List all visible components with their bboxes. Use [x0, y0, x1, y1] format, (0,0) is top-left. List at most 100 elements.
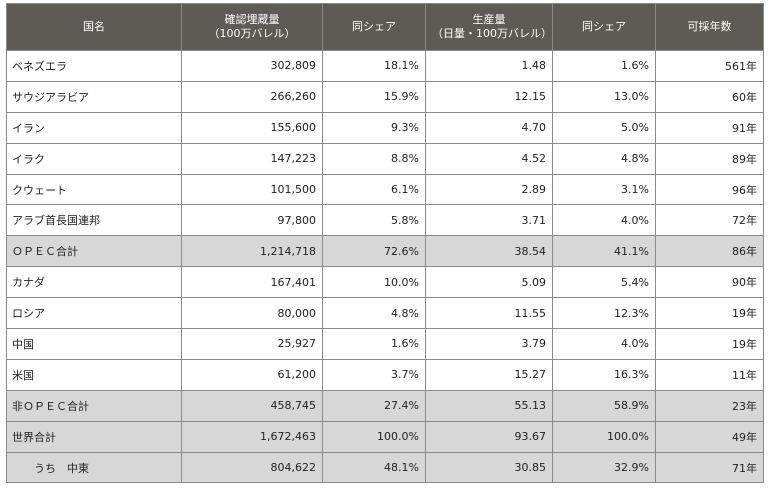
cell-proven-reserves: 80,000: [181, 297, 323, 330]
cell-reserves-share: 18.1%: [322, 50, 426, 82]
table-body: ベネズエラ 302,809 18.1% 1.48 1.6% 561年 サウジアラビア 266,…: [6, 50, 764, 484]
cell-production: 4.52: [425, 142, 553, 175]
cell-reserve-years: 90年: [655, 266, 764, 299]
table-row-total: うち 中東 804,622 48.1% 30.85 32.9% 71年: [6, 451, 764, 484]
cell-country: 非ＯＰＥＣ合計: [6, 389, 182, 422]
country-label: うち 中東: [34, 461, 89, 475]
cell-reserve-years: 86年: [655, 235, 764, 268]
table-row: ベネズエラ 302,809 18.1% 1.48 1.6% 561年: [6, 50, 764, 82]
cell-proven-reserves: 1,672,463: [181, 420, 323, 453]
cell-production: 30.85: [425, 451, 553, 484]
header-label: 国名: [83, 20, 105, 33]
cell-production-share: 13.0%: [552, 80, 656, 113]
cell-proven-reserves: 167,401: [181, 266, 323, 299]
cell-country: イラン: [6, 111, 182, 144]
header-row: 国名 確認埋蔵量 （100万バレル） 同シェア 生産量 （日量・100万バレル） 同シェア 可…: [6, 3, 764, 51]
cell-reserves-share: 15.9%: [322, 80, 426, 113]
cell-production: 93.67: [425, 420, 553, 453]
cell-proven-reserves: 61,200: [181, 358, 323, 391]
cell-production-share: 58.9%: [552, 389, 656, 422]
cell-country: ロシア: [6, 297, 182, 330]
cell-proven-reserves: 1,214,718: [181, 235, 323, 268]
cell-reserve-years: 19年: [655, 297, 764, 330]
cell-country: ベネズエラ: [6, 50, 182, 82]
cell-production-share: 4.8%: [552, 142, 656, 175]
header-country: 国名: [6, 3, 182, 51]
cell-reserve-years: 11年: [655, 358, 764, 391]
table-row: イラン 155,600 9.3% 4.70 5.0% 91年: [6, 111, 764, 144]
table-row: 中国 25,927 1.6% 3.79 4.0% 19年: [6, 328, 764, 360]
cell-proven-reserves: 101,500: [181, 173, 323, 206]
oil-reserves-table: 国名 確認埋蔵量 （100万バレル） 同シェア 生産量 （日量・100万バレル） 同シェア 可…: [6, 3, 764, 484]
table-row: サウジアラビア 266,260 15.9% 12.15 13.0% 60年: [6, 80, 764, 113]
cell-proven-reserves: 155,600: [181, 111, 323, 144]
cell-proven-reserves: 266,260: [181, 80, 323, 113]
cell-reserve-years: 60年: [655, 80, 764, 113]
header-label: 可採年数: [687, 20, 732, 33]
cell-reserve-years: 23年: [655, 389, 764, 422]
header-sublabel: （日量・100万バレル）: [432, 27, 552, 40]
cell-production: 15.27: [425, 358, 553, 391]
header-sublabel: （100万バレル）: [208, 27, 296, 40]
cell-production-share: 100.0%: [552, 420, 656, 453]
cell-production: 2.89: [425, 173, 553, 206]
table-row-total: ＯＰＥＣ合計 1,214,718 72.6% 38.54 41.1% 86年: [6, 235, 764, 268]
header-label: 同シェア: [582, 20, 626, 33]
cell-reserves-share: 100.0%: [322, 420, 426, 453]
cell-proven-reserves: 804,622: [181, 451, 323, 484]
cell-country: 米国: [6, 358, 182, 391]
header-reserve-years: 可採年数: [655, 3, 764, 51]
cell-production-share: 5.4%: [552, 266, 656, 299]
cell-production-share: 4.0%: [552, 328, 656, 360]
cell-proven-reserves: 302,809: [181, 50, 323, 82]
table-row: ロシア 80,000 4.8% 11.55 12.3% 19年: [6, 297, 764, 330]
table-row-total: 世界合計 1,672,463 100.0% 93.67 100.0% 49年: [6, 420, 764, 453]
cell-reserves-share: 6.1%: [322, 173, 426, 206]
cell-production-share: 16.3%: [552, 358, 656, 391]
cell-production-share: 1.6%: [552, 50, 656, 82]
cell-reserve-years: 72年: [655, 204, 764, 237]
cell-reserves-share: 9.3%: [322, 111, 426, 144]
cell-production: 12.15: [425, 80, 553, 113]
cell-production: 3.71: [425, 204, 553, 237]
cell-reserve-years: 561年: [655, 50, 764, 82]
cell-production-share: 41.1%: [552, 235, 656, 268]
cell-reserve-years: 19年: [655, 328, 764, 360]
cell-reserves-share: 8.8%: [322, 142, 426, 175]
cell-country: アラブ首長国連邦: [6, 204, 182, 237]
cell-reserves-share: 10.0%: [322, 266, 426, 299]
cell-country: クウェート: [6, 173, 182, 206]
cell-reserves-share: 1.6%: [322, 328, 426, 360]
cell-country: サウジアラビア: [6, 80, 182, 113]
cell-reserves-share: 4.8%: [322, 297, 426, 330]
cell-production: 4.70: [425, 111, 553, 144]
cell-reserve-years: 49年: [655, 420, 764, 453]
cell-country: ＯＰＥＣ合計: [6, 235, 182, 268]
header-production: 生産量 （日量・100万バレル）: [425, 3, 553, 51]
cell-country: 中国: [6, 328, 182, 360]
cell-country: カナダ: [6, 266, 182, 299]
table-row: アラブ首長国連邦 97,800 5.8% 3.71 4.0% 72年: [6, 204, 764, 237]
header-proven-reserves: 確認埋蔵量 （100万バレル）: [181, 3, 323, 51]
cell-production: 11.55: [425, 297, 553, 330]
cell-proven-reserves: 147,223: [181, 142, 323, 175]
cell-reserves-share: 3.7%: [322, 358, 426, 391]
table-row: カナダ 167,401 10.0% 5.09 5.4% 90年: [6, 266, 764, 299]
cell-proven-reserves: 97,800: [181, 204, 323, 237]
table-row: イラク 147,223 8.8% 4.52 4.8% 89年: [6, 142, 764, 175]
cell-reserve-years: 71年: [655, 451, 764, 484]
cell-production-share: 3.1%: [552, 173, 656, 206]
cell-production: 1.48: [425, 50, 553, 82]
cell-country: 世界合計: [6, 420, 182, 453]
cell-reserve-years: 96年: [655, 173, 764, 206]
header-label: 同シェア: [352, 20, 396, 33]
cell-production-share: 5.0%: [552, 111, 656, 144]
table-row: クウェート 101,500 6.1% 2.89 3.1% 96年: [6, 173, 764, 206]
header-label: 確認埋蔵量: [224, 13, 280, 26]
cell-proven-reserves: 25,927: [181, 328, 323, 360]
cell-production-share: 4.0%: [552, 204, 656, 237]
header-reserves-share: 同シェア: [322, 3, 426, 51]
header-production-share: 同シェア: [552, 3, 656, 51]
cell-proven-reserves: 458,745: [181, 389, 323, 422]
cell-production: 3.79: [425, 328, 553, 360]
